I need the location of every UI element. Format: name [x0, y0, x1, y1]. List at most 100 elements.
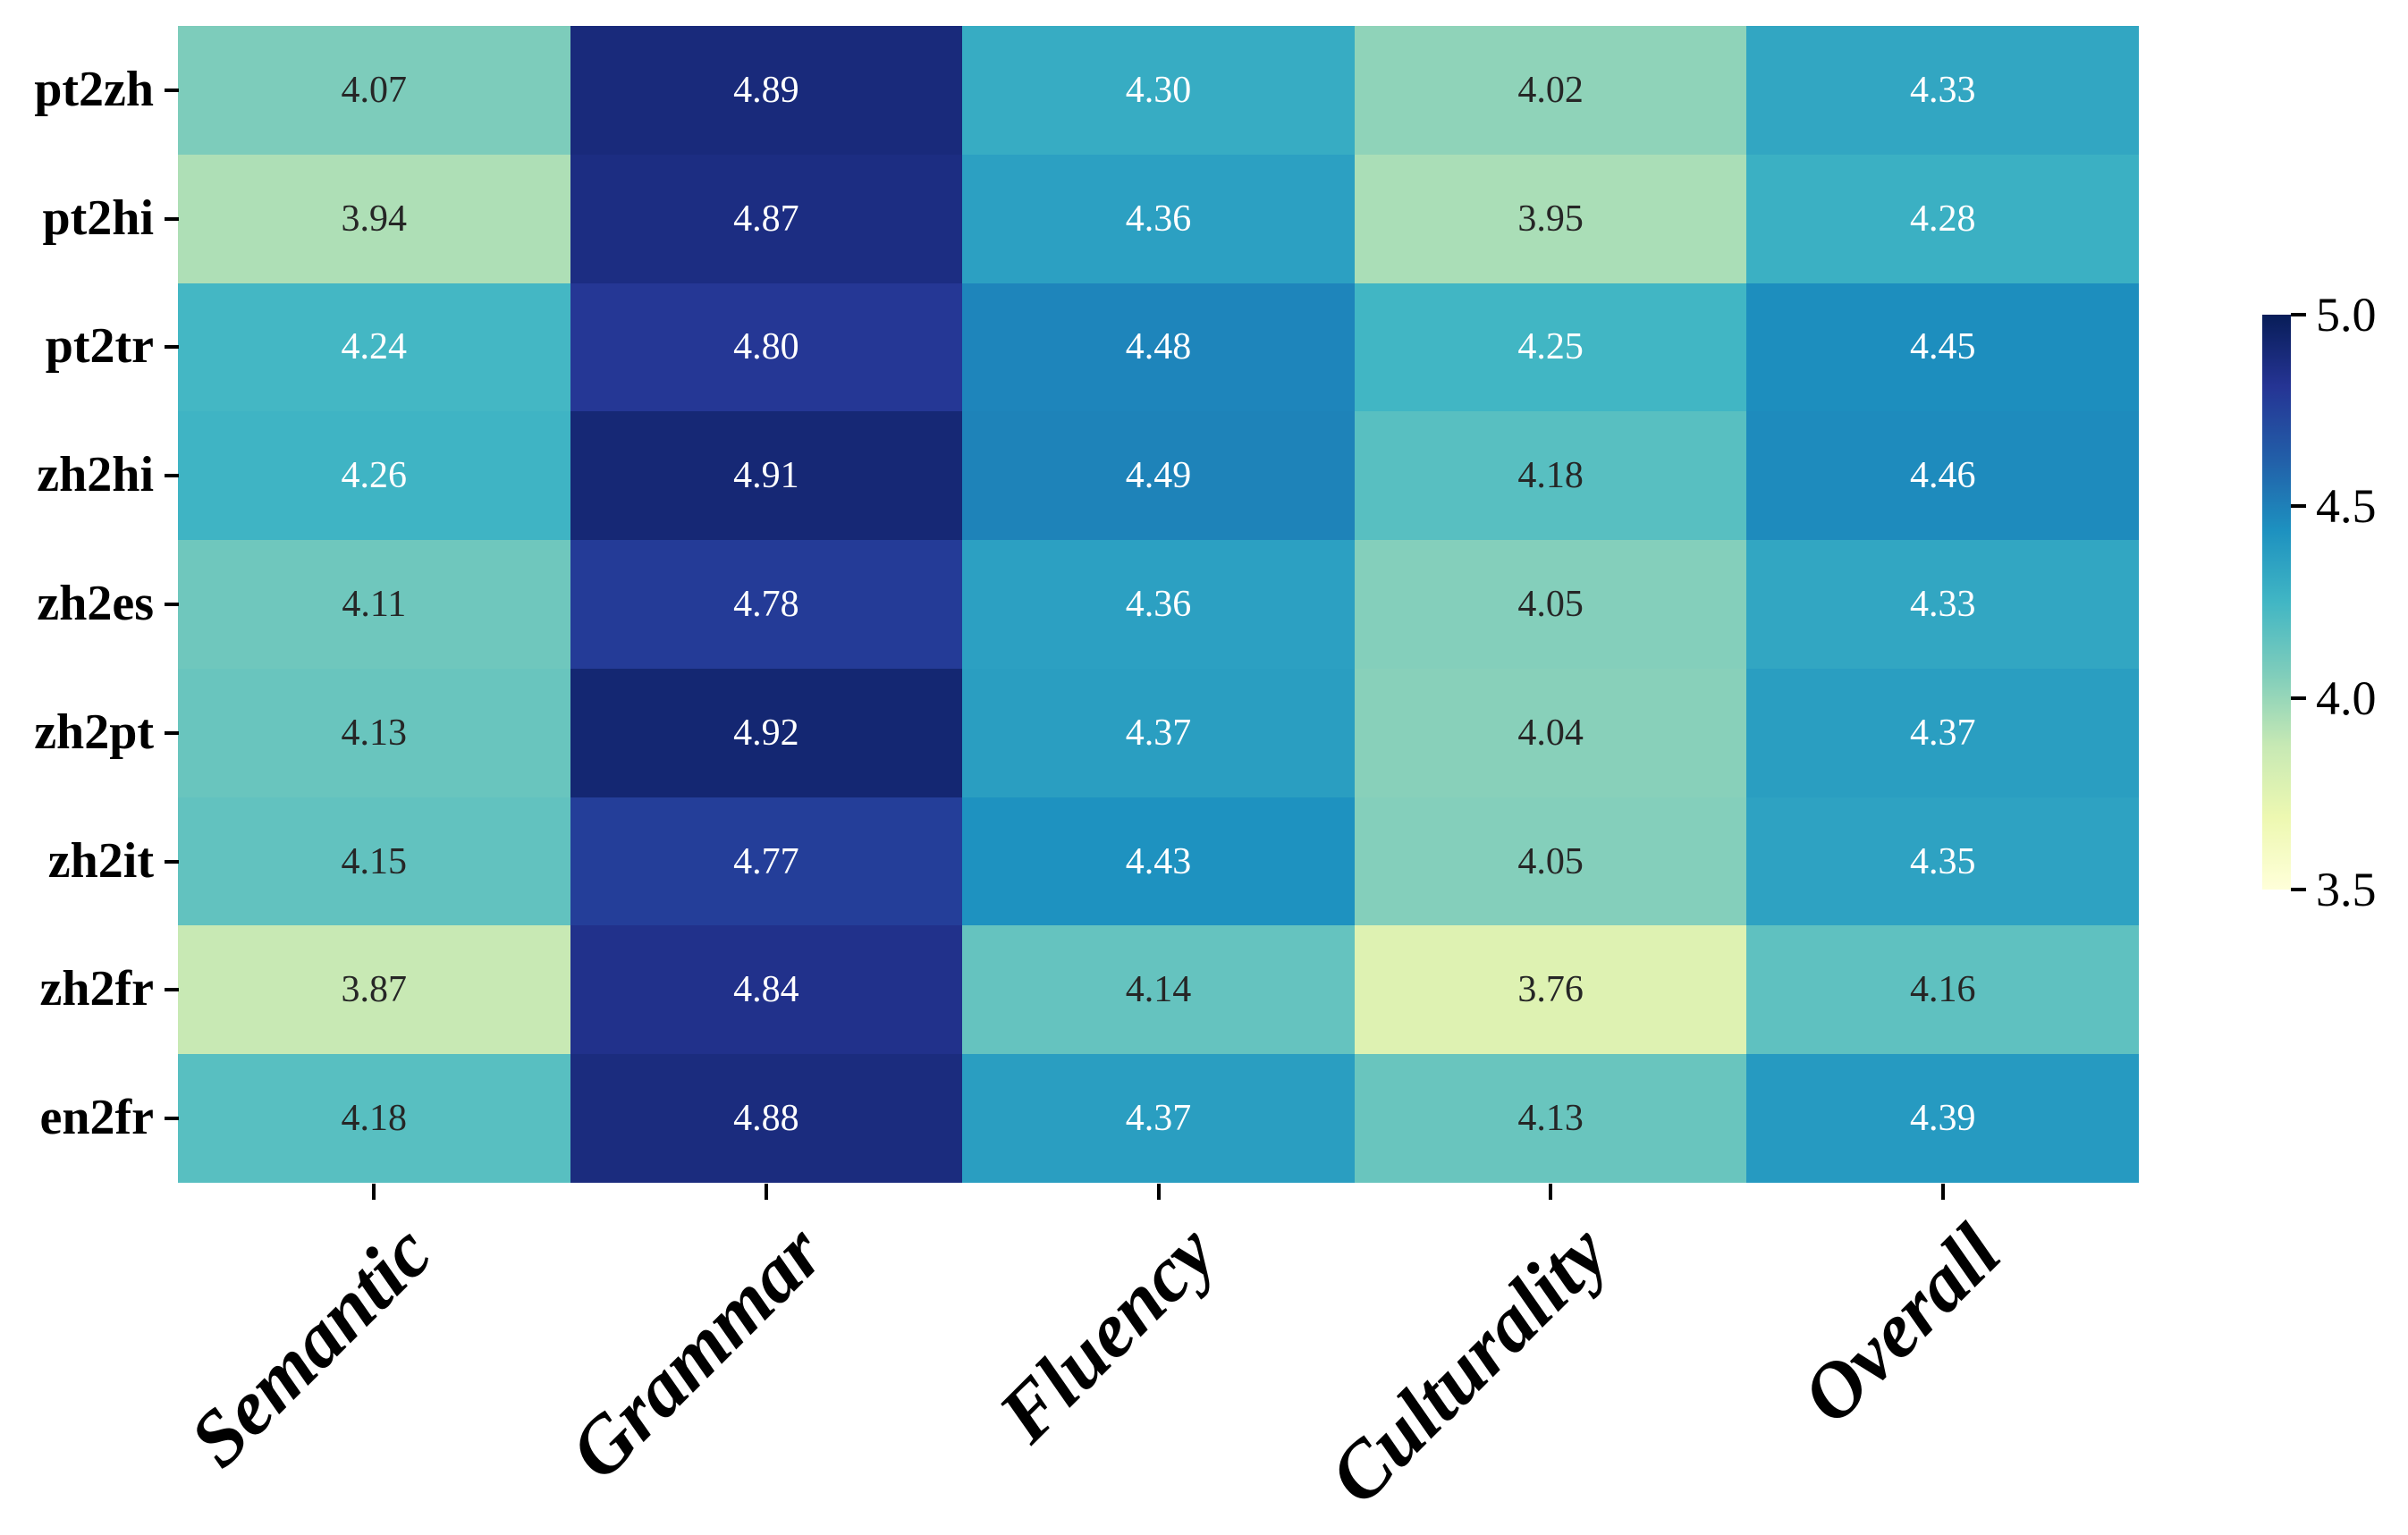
x-tick — [1156, 1184, 1161, 1200]
cell-value: 4.87 — [733, 198, 799, 240]
heatmap-cell-zh2pt-fluency: 4.37 — [962, 668, 1355, 797]
colorbar-tick-label-3.5: 3.5 — [2316, 863, 2377, 916]
cell-value: 4.18 — [341, 1098, 408, 1140]
column-label-overall: Overall — [1786, 1209, 2017, 1441]
row-label-zh2es: zh2es — [37, 575, 154, 631]
cell-value: 4.05 — [1517, 840, 1584, 882]
cell-value: 4.13 — [341, 712, 408, 754]
heatmap-cell-zh2it-fluency: 4.43 — [962, 797, 1355, 926]
heatmap-cell-pt2tr-semantic: 4.24 — [178, 283, 570, 412]
x-tick — [764, 1184, 768, 1200]
cell-value: 4.35 — [1909, 840, 1976, 882]
row-label-zh2pt: zh2pt — [34, 704, 154, 760]
cell-value: 4.37 — [1909, 712, 1976, 754]
cell-value: 4.14 — [1125, 969, 1192, 1011]
cell-value: 4.80 — [733, 326, 799, 368]
cell-value: 3.76 — [1517, 969, 1584, 1011]
heatmap-cell-pt2tr-fluency: 4.48 — [962, 283, 1355, 412]
cell-value: 4.11 — [342, 583, 407, 625]
column-label-culturality: Culturality — [1313, 1209, 1626, 1522]
cell-value: 4.30 — [1125, 69, 1192, 111]
colorbar-tick — [2291, 888, 2306, 891]
heatmap-cell-zh2hi-overall: 4.46 — [1746, 411, 2139, 541]
row-label-pt2zh: pt2zh — [34, 61, 154, 117]
cell-value: 4.37 — [1125, 712, 1192, 754]
heatmap-cell-pt2hi-semantic: 3.94 — [178, 154, 570, 283]
cell-value: 4.36 — [1125, 583, 1192, 625]
heatmap-cell-zh2fr-culturality: 3.76 — [1354, 925, 1747, 1055]
cell-value: 4.16 — [1909, 969, 1976, 1011]
cell-value: 4.91 — [733, 455, 799, 497]
cell-value: 4.33 — [1909, 69, 1976, 111]
cell-value: 4.92 — [733, 712, 799, 754]
cell-value: 4.33 — [1909, 583, 1976, 625]
cell-value: 4.13 — [1517, 1098, 1584, 1140]
row-label-zh2fr: zh2fr — [39, 961, 154, 1017]
colorbar-tick — [2291, 504, 2306, 509]
heatmap-cell-en2fr-semantic: 4.18 — [178, 1054, 570, 1183]
heatmap-cell-zh2es-fluency: 4.36 — [962, 540, 1355, 669]
heatmap-cell-zh2it-culturality: 4.05 — [1354, 797, 1747, 926]
cell-value: 4.77 — [733, 840, 799, 882]
heatmap-cell-zh2fr-fluency: 4.14 — [962, 925, 1355, 1055]
cell-value: 4.05 — [1517, 583, 1584, 625]
cell-value: 4.45 — [1909, 326, 1976, 368]
heatmap-cell-pt2zh-culturality: 4.02 — [1354, 26, 1747, 155]
heatmap-cell-zh2hi-culturality: 4.18 — [1354, 411, 1747, 541]
column-label-semantic: Semantic — [173, 1209, 449, 1484]
row-label-zh2hi: zh2hi — [37, 447, 154, 503]
colorbar-gradient — [2262, 315, 2291, 890]
row-label-pt2hi: pt2hi — [42, 190, 155, 246]
x-tick — [372, 1184, 376, 1200]
cell-value: 4.88 — [733, 1098, 799, 1140]
y-tick — [165, 603, 179, 606]
heatmap-cell-zh2hi-semantic: 4.26 — [178, 411, 570, 541]
heatmap-cell-zh2es-overall: 4.33 — [1746, 540, 2139, 669]
heatmap-cell-en2fr-fluency: 4.37 — [962, 1054, 1355, 1183]
cell-value: 4.24 — [341, 326, 408, 368]
heatmap-cell-en2fr-overall: 4.39 — [1746, 1054, 2139, 1183]
heatmap-cell-zh2pt-grammar: 4.92 — [570, 668, 963, 797]
colorbar-tick-label-4.5: 4.5 — [2316, 479, 2377, 534]
cell-value: 4.18 — [1517, 455, 1584, 497]
heatmap-cell-zh2pt-overall: 4.37 — [1746, 668, 2139, 797]
cell-value: 4.49 — [1125, 455, 1192, 497]
heatmap-cell-zh2it-semantic: 4.15 — [178, 797, 570, 926]
column-label-fluency: Fluency — [983, 1209, 1233, 1459]
heatmap-cell-en2fr-grammar: 4.88 — [570, 1054, 963, 1183]
x-tick — [1549, 1184, 1553, 1200]
cell-value: 4.37 — [1125, 1098, 1192, 1140]
cell-value: 4.26 — [341, 455, 408, 497]
heatmap-cell-zh2es-culturality: 4.05 — [1354, 540, 1747, 669]
cell-value: 4.25 — [1517, 326, 1584, 368]
cell-value: 4.15 — [341, 840, 408, 882]
heatmap-cell-zh2fr-semantic: 3.87 — [178, 925, 570, 1055]
row-label-pt2tr: pt2tr — [45, 318, 154, 375]
heatmap-cell-zh2it-grammar: 4.77 — [570, 797, 963, 926]
heatmap-cell-pt2zh-semantic: 4.07 — [178, 26, 570, 155]
heatmap-cell-zh2es-semantic: 4.11 — [178, 540, 570, 669]
heatmap-cell-pt2hi-culturality: 3.95 — [1354, 154, 1747, 283]
heatmap-cell-pt2tr-grammar: 4.80 — [570, 283, 963, 412]
y-tick — [165, 474, 179, 478]
heatmap-cell-en2fr-culturality: 4.13 — [1354, 1054, 1747, 1183]
cell-value: 4.46 — [1909, 455, 1976, 497]
heatmap-cell-pt2hi-fluency: 4.36 — [962, 154, 1355, 283]
heatmap-cell-pt2zh-grammar: 4.89 — [570, 26, 963, 155]
cell-value: 4.78 — [733, 583, 799, 625]
y-tick — [165, 730, 179, 735]
y-tick — [165, 345, 179, 350]
heatmap-cell-zh2it-overall: 4.35 — [1746, 797, 2139, 926]
heatmap-cell-zh2fr-overall: 4.16 — [1746, 925, 2139, 1055]
cell-value: 4.04 — [1517, 712, 1584, 754]
y-tick — [165, 216, 179, 221]
y-tick — [165, 1117, 179, 1121]
heatmap-cell-pt2tr-overall: 4.45 — [1746, 283, 2139, 412]
column-label-grammar: Grammar — [553, 1209, 841, 1497]
heatmap-cell-pt2zh-overall: 4.33 — [1746, 26, 2139, 155]
y-tick — [165, 88, 179, 92]
colorbar-tick-label-5.0: 5.0 — [2316, 288, 2377, 342]
cell-value: 4.02 — [1517, 69, 1584, 111]
cell-value: 4.48 — [1125, 326, 1192, 368]
